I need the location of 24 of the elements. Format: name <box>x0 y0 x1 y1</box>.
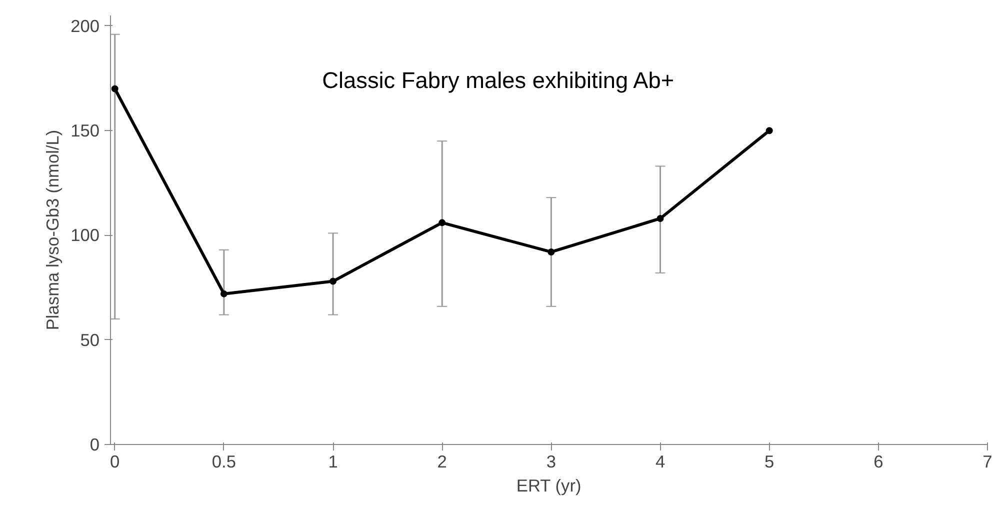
y-tick-label: 50 <box>80 330 100 350</box>
x-tick-label: 6 <box>874 452 884 472</box>
point <box>438 219 446 226</box>
annotation: Classic Fabry males exhibiting Ab+ <box>322 66 674 93</box>
point <box>220 290 228 298</box>
x-tick-label: 4 <box>655 452 666 472</box>
point <box>656 214 664 222</box>
x-tick-label: 7 <box>982 452 992 472</box>
point <box>111 85 118 92</box>
y-tick-label: 200 <box>70 16 100 36</box>
x-tick-label: 3 <box>546 452 556 472</box>
x-tick-label: 2 <box>437 452 447 472</box>
x-tick-label: 0 <box>110 452 120 472</box>
x-axis-title: ERT (yr) <box>516 476 582 496</box>
point <box>330 278 337 285</box>
x-tick-label: 0.5 <box>212 452 236 472</box>
x-tick-label: 1 <box>328 452 338 472</box>
y-tick-label: 150 <box>70 120 100 141</box>
y-tick-label: 0 <box>90 434 100 454</box>
x-tick-label: 5 <box>764 452 774 472</box>
y-axis-title: Plasma lyso-Gb3 (nmol/L) <box>42 130 63 330</box>
point <box>548 248 555 256</box>
y-tick-label: 100 <box>70 225 100 246</box>
point <box>766 127 773 134</box>
